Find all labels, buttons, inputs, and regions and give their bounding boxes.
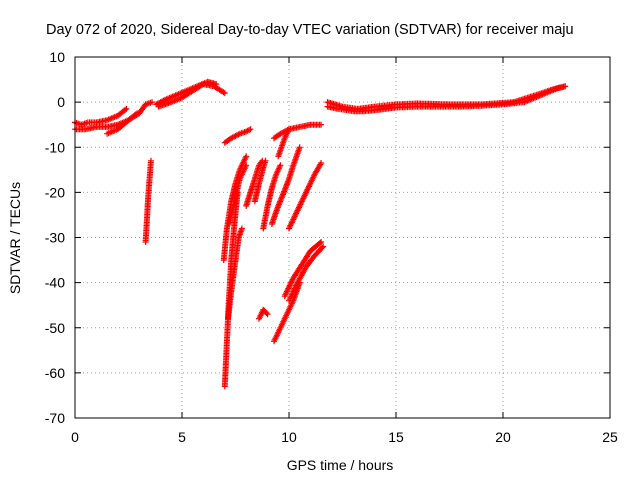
y-tick-label: -70 — [45, 410, 65, 426]
data-point — [122, 106, 129, 113]
y-axis-label: SDTVAR / TECUs — [7, 182, 23, 294]
data-point — [243, 153, 250, 160]
data-point — [319, 244, 326, 251]
y-tick-label: 0 — [57, 94, 65, 110]
x-tick-label: 5 — [178, 429, 186, 445]
data-point — [296, 279, 303, 286]
data-point — [263, 310, 270, 317]
data-point — [318, 239, 325, 245]
data-point — [277, 162, 284, 169]
data-point — [562, 83, 569, 90]
data-point — [262, 157, 269, 164]
data-point — [320, 243, 327, 250]
data-point — [220, 89, 227, 96]
y-tick-label: -60 — [45, 365, 65, 381]
y-tick-label: 10 — [49, 49, 65, 65]
data-point — [149, 99, 155, 106]
data-point — [318, 121, 325, 128]
x-tick-label: 10 — [281, 429, 297, 445]
data-point — [238, 225, 245, 232]
data-point — [318, 160, 325, 166]
data-point — [243, 162, 250, 169]
y-axis-ticks: 10 0 -10 -20 -30 -40 -50 -60 -70 — [45, 49, 610, 426]
x-axis-label: GPS time / hours — [287, 457, 394, 473]
y-tick-label: -10 — [45, 139, 65, 155]
data-point — [148, 157, 154, 164]
data-point — [286, 126, 292, 133]
y-tick-label: -20 — [45, 184, 65, 200]
y-tick-label: -30 — [45, 230, 65, 246]
data-point — [264, 311, 271, 318]
x-tick-label: 0 — [71, 429, 79, 445]
chart-title: Day 072 of 2020, Sidereal Day-to-day VTE… — [46, 22, 574, 38]
data-point — [247, 126, 254, 133]
data-point — [123, 105, 130, 112]
x-tick-label: 15 — [388, 429, 404, 445]
data-point — [296, 144, 303, 151]
x-tick-label: 25 — [602, 429, 618, 445]
grid-lines — [75, 57, 610, 418]
x-tick-label: 20 — [495, 429, 511, 445]
y-tick-label: -40 — [45, 275, 65, 291]
data-point — [221, 90, 228, 97]
data-point — [316, 240, 323, 246]
x-axis-ticks: 0 5 10 15 20 25 — [71, 57, 618, 445]
y-tick-label: -50 — [45, 320, 65, 336]
data-points — [72, 78, 569, 390]
